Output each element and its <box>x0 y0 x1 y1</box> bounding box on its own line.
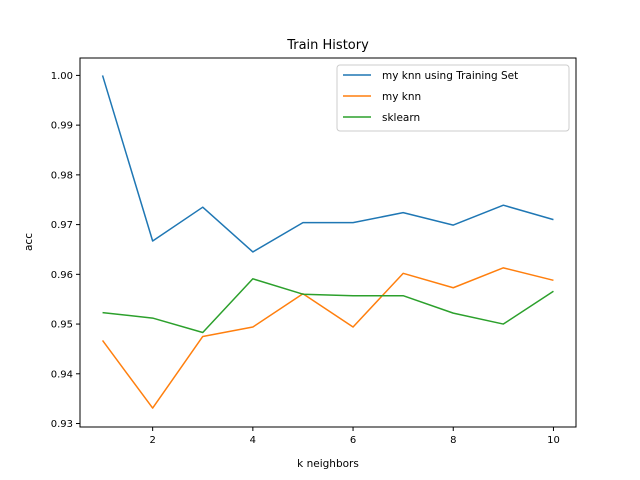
x-axis-label: k neighbors <box>297 458 359 470</box>
legend-box <box>336 64 570 132</box>
legend-label-0: my knn using Training Set <box>382 70 518 82</box>
y-tick-label: 0.96 <box>51 270 73 281</box>
x-tick-label: 10 <box>547 435 560 446</box>
y-tick-label: 0.98 <box>51 170 73 181</box>
legend: my knn using Training Set my knn sklearn <box>336 64 570 132</box>
series-line-1 <box>101 267 554 409</box>
y-tick-label: 0.95 <box>51 320 73 331</box>
y-tick-label: 0.93 <box>51 419 73 430</box>
x-tick-label: 6 <box>350 435 356 446</box>
y-tick-label: 1.00 <box>51 71 73 82</box>
legend-label-2: sklearn <box>382 112 420 124</box>
y-tick-label: 0.94 <box>51 369 73 380</box>
series-layer <box>101 75 554 409</box>
chart-title: Train History <box>286 38 369 53</box>
x-tick-label: 4 <box>250 435 256 446</box>
series-line-2 <box>102 278 554 334</box>
series-line-0 <box>101 75 554 253</box>
legend-label-1: my knn <box>382 91 421 103</box>
x-axis: 2 4 6 8 10 <box>149 427 560 446</box>
x-tick-label: 8 <box>450 435 456 446</box>
x-tick-label: 2 <box>149 435 155 446</box>
y-axis-label: acc <box>23 233 35 251</box>
y-axis: 0.93 0.94 0.95 0.96 0.97 0.98 0.99 1.00 <box>51 71 80 430</box>
y-tick-label: 0.97 <box>51 220 73 231</box>
plot-frame <box>79 57 577 428</box>
y-tick-label: 0.99 <box>51 121 73 132</box>
